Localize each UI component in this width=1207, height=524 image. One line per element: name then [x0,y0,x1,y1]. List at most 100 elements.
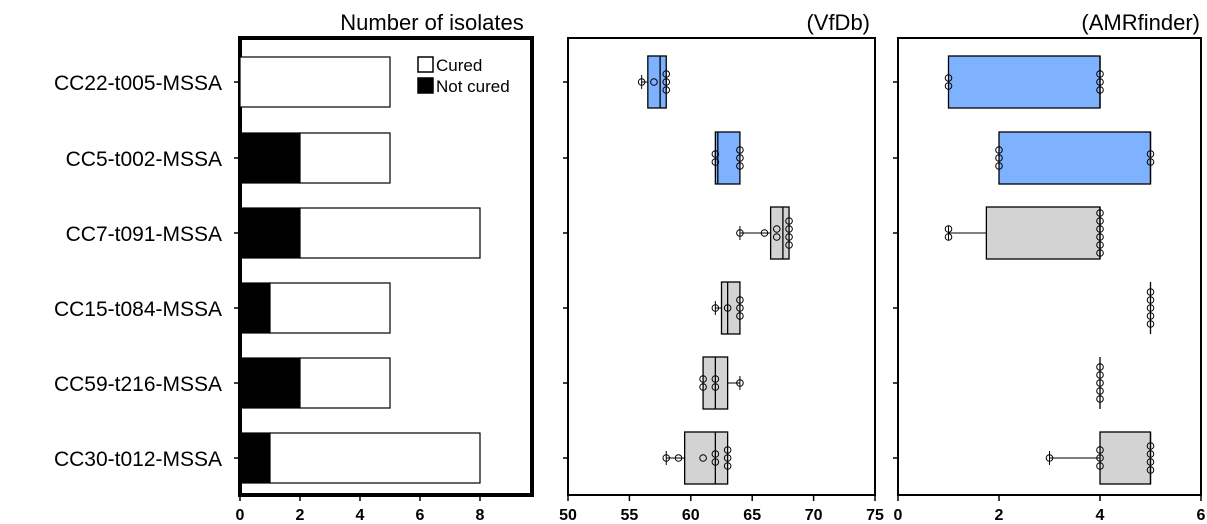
x-tick-label: 50 [559,507,577,524]
data-point [723,304,732,312]
data-point [1045,454,1054,462]
x-tick-label: 60 [682,507,700,524]
data-point [736,296,744,304]
data-point [944,233,953,241]
data-point [1096,249,1104,257]
data-point [772,233,781,241]
data-point [736,229,744,237]
x-tick-label: 2 [296,507,305,524]
data-point [1096,217,1104,225]
data-point [772,225,781,233]
data-point [662,86,671,94]
x-tick-label: 2 [995,507,1004,524]
bar-cured [269,432,481,484]
x-tick-label: 70 [805,507,823,524]
data-point [711,150,720,158]
category-label: CC5-t002-MSSA [66,148,222,171]
x-tick-label: 8 [476,507,485,524]
data-point [736,304,744,312]
data-point [1096,78,1104,86]
data-point [699,375,707,383]
data-point [662,454,671,462]
legend-label-not-cured: Not cured [436,77,510,96]
x-tick-label: 0 [236,507,245,524]
data-point [1096,462,1104,470]
data-point [1146,150,1155,158]
box [947,55,1101,109]
data-point [699,383,707,391]
data-point [995,162,1003,170]
x-tick-label: 0 [894,507,903,524]
panel-3-frame [897,37,1202,496]
data-point [650,78,658,86]
data-point [1096,86,1104,94]
box [998,131,1152,185]
data-point [785,233,793,241]
data-point [1096,371,1104,379]
data-point [1096,395,1104,403]
data-point [662,78,671,86]
data-point [723,446,732,454]
data-point [995,154,1003,162]
x-tick-label: 6 [416,507,425,524]
box [1099,431,1152,485]
legend-swatch-cured [417,56,434,73]
data-point [711,375,720,383]
data-point [1146,296,1155,304]
box [714,131,741,185]
data-point [1096,233,1104,241]
data-point [1146,442,1155,450]
data-point [1146,320,1155,328]
data-point [711,304,720,312]
data-point [1096,379,1104,387]
data-point [711,458,720,466]
x-tick-label: 4 [1096,507,1105,524]
panel-1-frame [238,36,534,497]
data-point [723,462,732,470]
data-point [736,154,744,162]
data-point [1096,454,1104,462]
data-point [1146,158,1155,166]
data-point [711,450,720,458]
category-label: CC22-t005-MSSA [54,72,222,95]
category-label: CC30-t012-MSSA [54,448,222,471]
data-point [785,225,793,233]
x-tick-label: 75 [866,507,884,524]
data-point [944,82,953,90]
data-point [736,146,744,154]
bar-cured [299,357,391,409]
data-point [662,70,671,78]
data-point [944,74,953,82]
bar-not-cured [239,357,301,409]
data-point [723,454,732,462]
data-point [736,162,744,170]
data-point [1096,70,1104,78]
data-point [944,225,953,233]
data-point [1146,466,1155,474]
legend-label-cured: Cured [436,56,482,75]
data-point [1146,458,1155,466]
data-point [1146,312,1155,320]
bar-cured [269,282,391,334]
bar-not-cured [239,207,301,259]
panel-2-frame [567,37,876,496]
data-point [1146,450,1155,458]
bar-not-cured [239,432,271,484]
panel-2-title: (VfDb) [806,10,870,35]
data-point [1096,446,1104,454]
data-point [637,78,646,86]
bar-cured [299,132,391,184]
x-tick-label: 4 [356,507,365,524]
data-point [1096,209,1104,217]
data-point [1096,225,1104,233]
data-point [785,217,793,225]
x-tick-label: 55 [621,507,639,524]
data-point [711,158,720,166]
data-point [1096,387,1104,395]
data-point [760,229,769,237]
data-point [1096,363,1104,371]
data-point [995,146,1003,154]
category-label: CC7-t091-MSSA [66,223,222,246]
x-tick-label: 65 [743,507,761,524]
